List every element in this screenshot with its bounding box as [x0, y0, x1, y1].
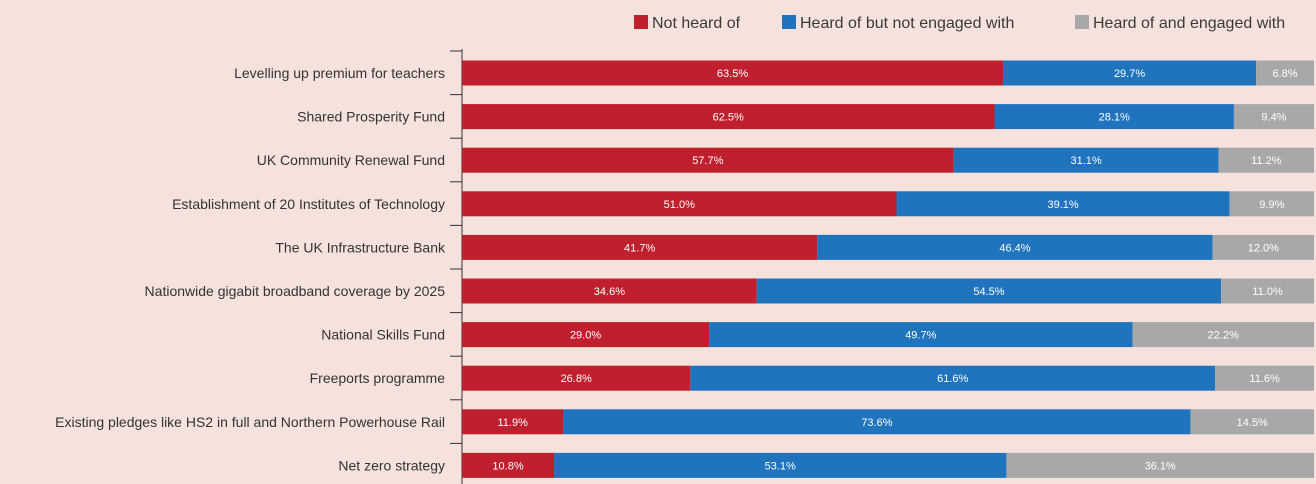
bar-value-label: 10.8% [492, 460, 523, 472]
bar-value-label: 11.2% [1251, 155, 1282, 167]
bar-segment [896, 191, 1230, 217]
bar-segment [462, 104, 995, 130]
bar-value-label: 26.8% [561, 373, 592, 385]
bar-value-label: 29.7% [1114, 68, 1145, 80]
bar-value-label: 6.8% [1272, 68, 1297, 80]
bar-segment [1006, 452, 1314, 478]
bar-segment [1233, 104, 1314, 130]
bar-segment [462, 234, 818, 260]
category-label: National Skills Fund [321, 327, 445, 343]
bar-segment [1212, 234, 1314, 260]
bar-segment [462, 322, 710, 348]
bar-segment [756, 278, 1222, 304]
bar-value-label: 11.0% [1252, 286, 1283, 298]
bar-value-label: 51.0% [664, 199, 695, 211]
bar-segment [554, 452, 1007, 478]
category-label: Freeports programme [310, 370, 446, 386]
bar-value-label: 63.5% [717, 68, 748, 80]
legend-label-1: Heard of but not engaged with [800, 15, 1014, 32]
bar-segment [1221, 278, 1314, 304]
category-label: Levelling up premium for teachers [234, 65, 445, 81]
bar-segment [709, 322, 1133, 348]
legend-label-0: Not heard of [652, 15, 741, 32]
bar-value-label: 46.4% [999, 242, 1030, 254]
category-label: Existing pledges like HS2 in full and No… [55, 414, 445, 430]
bar-segment [1218, 147, 1314, 173]
bar-segment [462, 278, 757, 304]
legend-label-2: Heard of and engaged with [1093, 15, 1285, 32]
bar-value-label: 62.5% [713, 112, 744, 124]
bar-segment [462, 60, 1004, 86]
bar-segment [1256, 60, 1314, 86]
bar-segment [1132, 322, 1314, 348]
bar-value-label: 31.1% [1070, 155, 1101, 167]
bar-segment [817, 234, 1213, 260]
bar-segment [1229, 191, 1314, 217]
bar-value-label: 57.7% [692, 155, 723, 167]
bar-value-label: 49.7% [905, 330, 936, 342]
bar-value-label: 29.0% [570, 330, 601, 342]
category-label: Nationwide gigabit broadband coverage by… [145, 283, 446, 299]
bar-value-label: 11.9% [498, 417, 529, 429]
bar-value-label: 54.5% [973, 286, 1004, 298]
bar-segment [462, 409, 564, 435]
bar-value-label: 12.0% [1248, 242, 1279, 254]
bar-segment [462, 147, 954, 173]
category-label: UK Community Renewal Fund [257, 152, 445, 168]
bar-segment [1215, 365, 1314, 391]
bar-segment [690, 365, 1216, 391]
bar-value-label: 9.9% [1259, 199, 1284, 211]
bar-segment [994, 104, 1234, 130]
bar-value-label: 36.1% [1145, 460, 1176, 472]
legend-swatch-0 [634, 15, 648, 29]
category-label: Shared Prosperity Fund [297, 109, 445, 125]
bar-segment [563, 409, 1191, 435]
bar-value-label: 73.6% [861, 417, 892, 429]
category-label: The UK Infrastructure Bank [275, 239, 446, 255]
legend-swatch-1 [782, 15, 796, 29]
bar-value-label: 39.1% [1047, 199, 1078, 211]
legend-swatch-2 [1075, 15, 1089, 29]
bar-value-label: 53.1% [765, 460, 796, 472]
bar-value-label: 61.6% [937, 373, 968, 385]
bar-segment [1003, 60, 1257, 86]
bar-segment [953, 147, 1219, 173]
bar-value-label: 9.4% [1261, 112, 1286, 124]
category-label: Net zero strategy [338, 457, 445, 473]
bar-value-label: 34.6% [594, 286, 625, 298]
bar-value-label: 22.2% [1208, 330, 1239, 342]
category-label: Establishment of 20 Institutes of Techno… [172, 196, 445, 212]
bar-segment [462, 191, 897, 217]
bar-segment [462, 365, 691, 391]
bar-value-label: 28.1% [1099, 112, 1130, 124]
bar-value-label: 11.6% [1249, 373, 1280, 385]
bar-segment [462, 452, 555, 478]
bar-value-label: 14.5% [1237, 417, 1268, 429]
bar-segment [1190, 409, 1314, 435]
bar-value-label: 41.7% [624, 242, 655, 254]
